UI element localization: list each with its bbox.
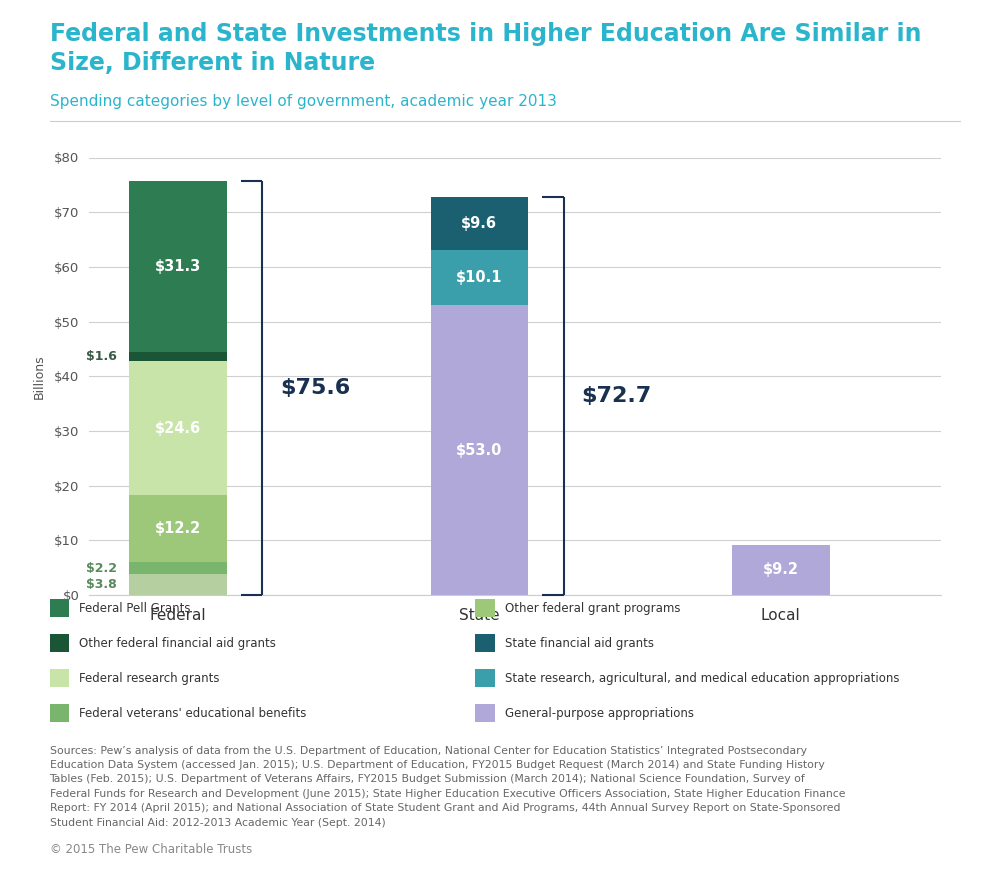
Text: $72.7: $72.7: [581, 386, 651, 406]
Bar: [129, 181, 227, 352]
Text: $9.2: $9.2: [763, 563, 799, 578]
Bar: [129, 360, 227, 495]
Text: © 2015 The Pew Charitable Trusts: © 2015 The Pew Charitable Trusts: [50, 843, 251, 856]
Bar: [431, 305, 528, 595]
Text: $12.2: $12.2: [154, 522, 201, 536]
Bar: [129, 352, 227, 360]
Bar: [129, 562, 227, 574]
Bar: [732, 544, 830, 595]
Text: $9.6: $9.6: [461, 216, 497, 231]
Text: State financial aid grants: State financial aid grants: [505, 637, 654, 649]
Text: General-purpose appropriations: General-purpose appropriations: [505, 707, 694, 719]
Text: Federal and State Investments in Higher Education Are Similar in
Size, Different: Federal and State Investments in Higher …: [50, 22, 921, 74]
Text: Federal research grants: Federal research grants: [79, 672, 220, 684]
Text: $31.3: $31.3: [154, 259, 201, 274]
Text: $10.1: $10.1: [456, 270, 503, 285]
Text: Other federal financial aid grants: Other federal financial aid grants: [79, 637, 276, 649]
Text: Federal veterans' educational benefits: Federal veterans' educational benefits: [79, 707, 307, 719]
Text: Federal Pell Grants: Federal Pell Grants: [79, 602, 191, 614]
Text: Spending categories by level of government, academic year 2013: Spending categories by level of governme…: [50, 94, 556, 108]
Text: $1.6: $1.6: [86, 350, 117, 363]
Text: $2.2: $2.2: [85, 562, 117, 575]
Text: $3.8: $3.8: [86, 578, 117, 592]
Text: State research, agricultural, and medical education appropriations: State research, agricultural, and medica…: [505, 672, 899, 684]
Text: $24.6: $24.6: [154, 421, 201, 436]
Y-axis label: Billions: Billions: [33, 354, 46, 398]
Text: $75.6: $75.6: [280, 378, 350, 398]
Text: Other federal grant programs: Other federal grant programs: [505, 602, 680, 614]
Bar: [129, 495, 227, 562]
Bar: [129, 574, 227, 595]
Text: Sources: Pew’s analysis of data from the U.S. Department of Education, National : Sources: Pew’s analysis of data from the…: [50, 746, 845, 828]
Bar: [431, 250, 528, 305]
Text: $53.0: $53.0: [456, 443, 503, 458]
Bar: [431, 198, 528, 250]
